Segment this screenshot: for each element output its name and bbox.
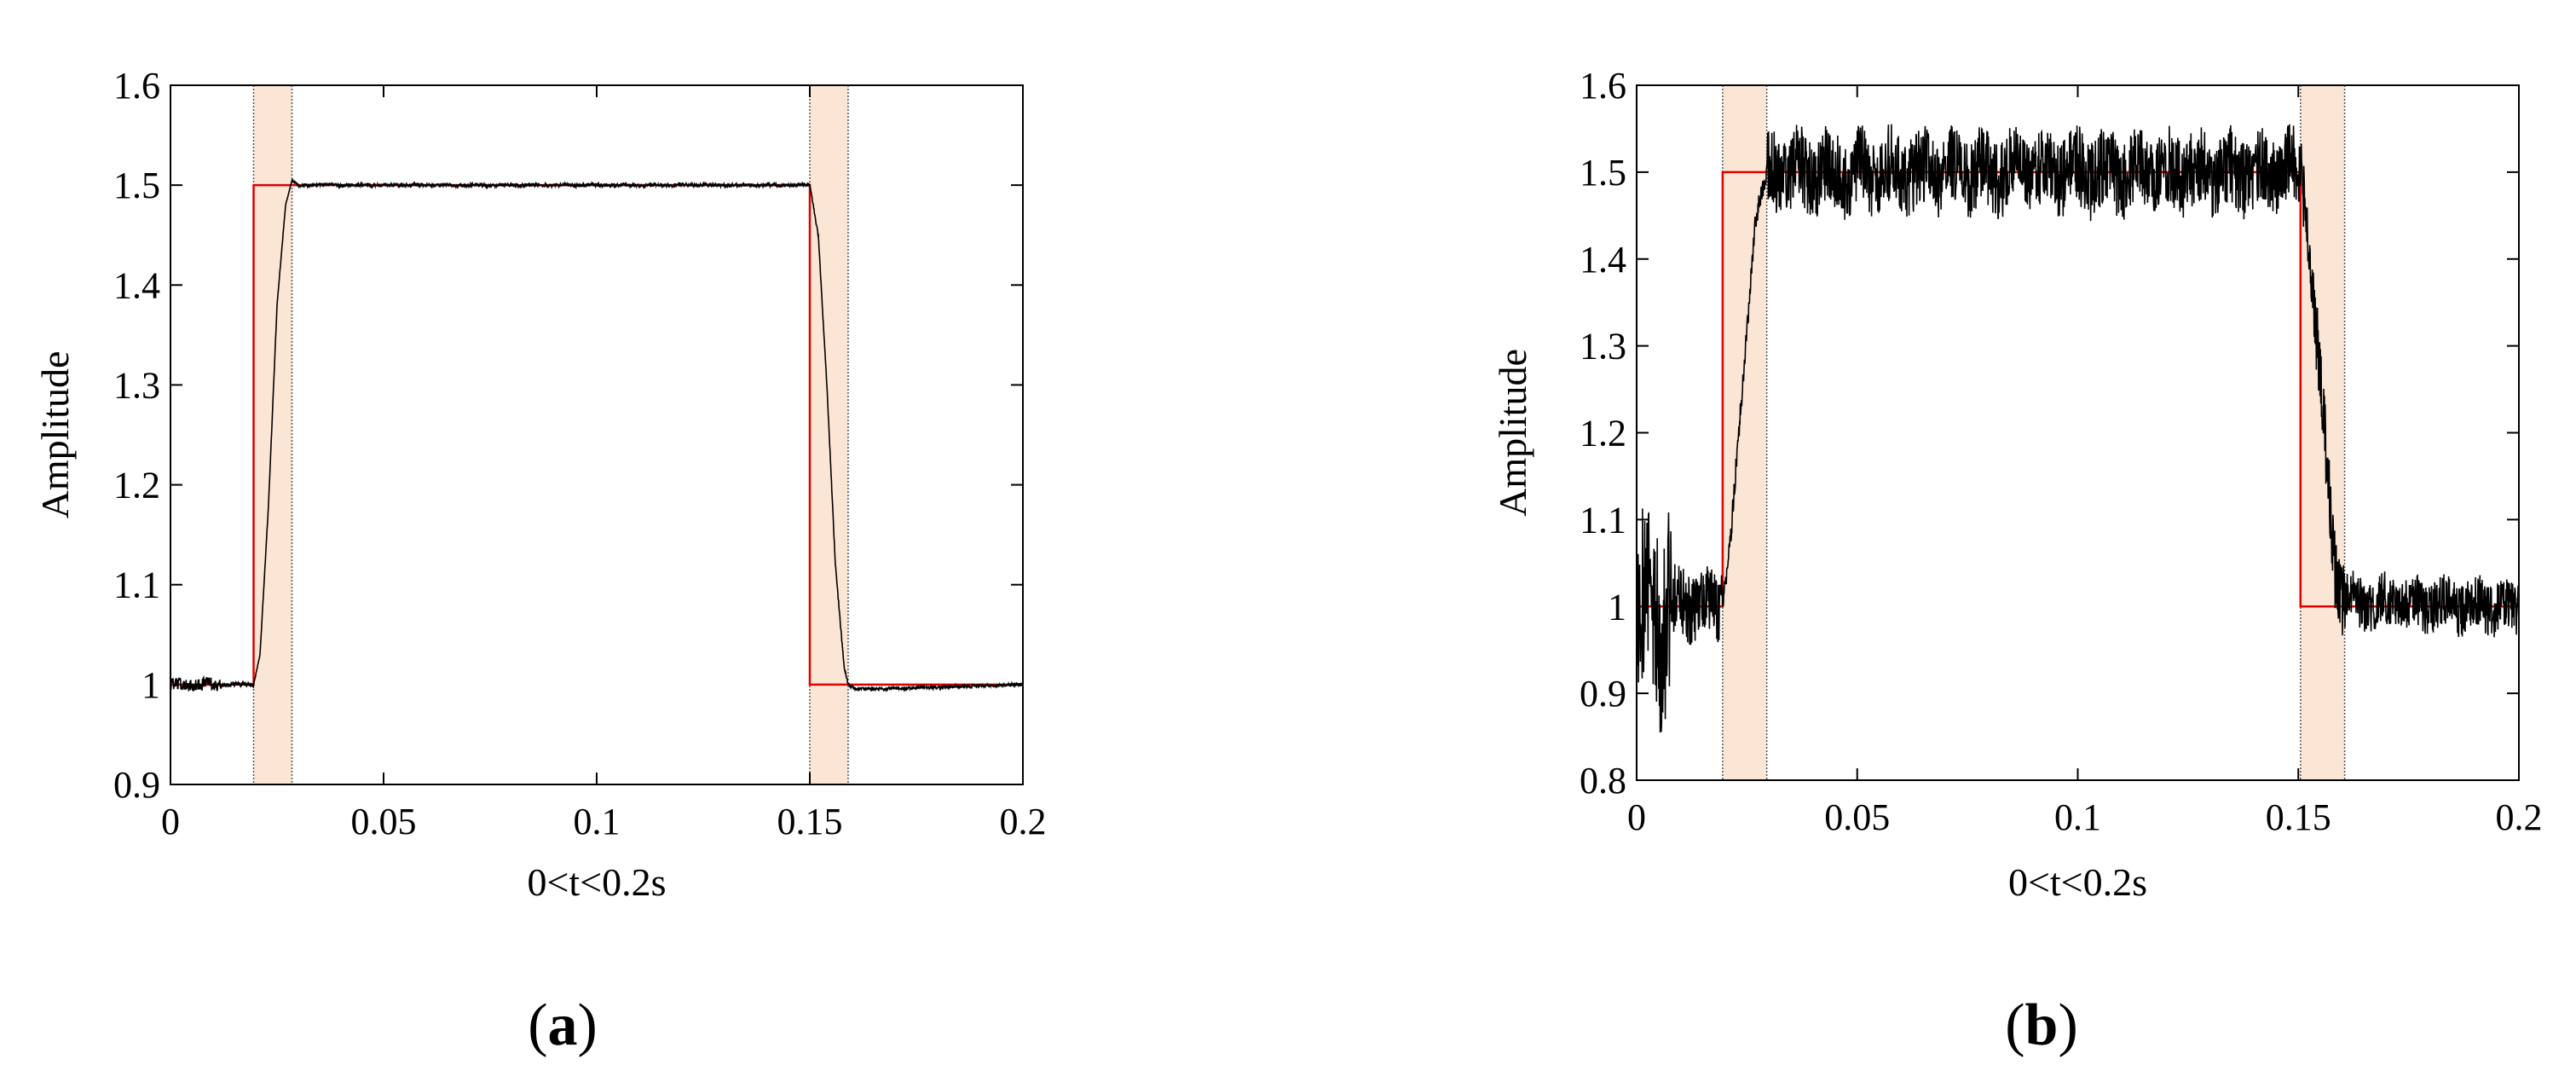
x-tick-label: 0.05 — [1824, 796, 1890, 838]
shaded-region — [253, 85, 292, 784]
x-axis-label: 0<t<0.2s — [527, 860, 666, 904]
measured-response-line — [170, 178, 1024, 692]
y-axis-label: Amplitude — [33, 351, 77, 519]
reference-step-line — [170, 183, 1023, 686]
panel-label: (b) — [2005, 993, 2078, 1058]
y-tick-label: 1.5 — [113, 165, 160, 206]
y-tick-label: 1.4 — [113, 264, 160, 306]
y-tick-label: 1 — [1608, 586, 1626, 628]
x-tick-label: 0.2 — [2496, 796, 2543, 838]
panel-label: (a) — [528, 993, 598, 1058]
panel-a-chart: 0 0.05 0.1 0.15 0.2 0.9 1 1.1 1.2 1.3 1.4 1.5 1.6 0<t… — [33, 65, 1047, 1058]
x-tick-label: 0 — [1627, 796, 1646, 838]
x-tick-label: 0.1 — [574, 801, 621, 842]
x-tick-label: 0.05 — [351, 801, 417, 842]
y-tick-label: 1.1 — [1580, 499, 1626, 541]
panel-label-letter: b — [2025, 993, 2059, 1058]
x-tick-label: 0.2 — [1000, 801, 1047, 842]
measured-response-line — [1636, 124, 2520, 733]
panel-label-open: ( — [2005, 993, 2024, 1058]
panel-label-open: ( — [528, 993, 547, 1058]
x-tick-label: 0.15 — [2266, 796, 2331, 838]
y-tick-label: 1.2 — [1580, 413, 1626, 454]
reference-step-line — [1637, 171, 2519, 608]
panel-label-letter: a — [548, 993, 578, 1058]
y-tick-label: 0.9 — [1580, 673, 1626, 715]
axes-frame — [170, 84, 1024, 785]
y-tick-label: 1.3 — [1580, 326, 1626, 368]
y-tick-label: 1.5 — [1580, 152, 1626, 194]
y-tick-label: 1.1 — [113, 564, 160, 606]
x-tick-label: 0 — [161, 801, 180, 842]
y-tick-label: 1.2 — [113, 465, 160, 506]
shaded-region — [1722, 85, 1767, 780]
panel-b-chart: 0 0.05 0.1 0.15 0.2 0.8 0.9 1 1.1 1.2 1.3 1.4 1.5 1.6… — [1491, 65, 2543, 1058]
y-tick-label: 0.8 — [1580, 760, 1626, 802]
shaded-region — [2300, 85, 2345, 780]
panel-label-close: ) — [2058, 993, 2077, 1058]
panel-label-close: ) — [578, 993, 598, 1058]
y-tick-label: 0.9 — [113, 764, 160, 806]
y-axis-label: Amplitude — [1491, 349, 1534, 517]
y-tick-label: 1.6 — [1580, 65, 1626, 107]
y-tick-label: 1.6 — [113, 65, 160, 107]
x-tick-label: 0.1 — [2054, 796, 2101, 838]
x-tick-label: 0.15 — [777, 801, 843, 842]
y-tick-label: 1 — [142, 664, 160, 706]
x-axis-label: 0<t<0.2s — [2008, 860, 2147, 904]
y-tick-label: 1.4 — [1580, 239, 1626, 281]
y-tick-label: 1.3 — [113, 364, 160, 406]
